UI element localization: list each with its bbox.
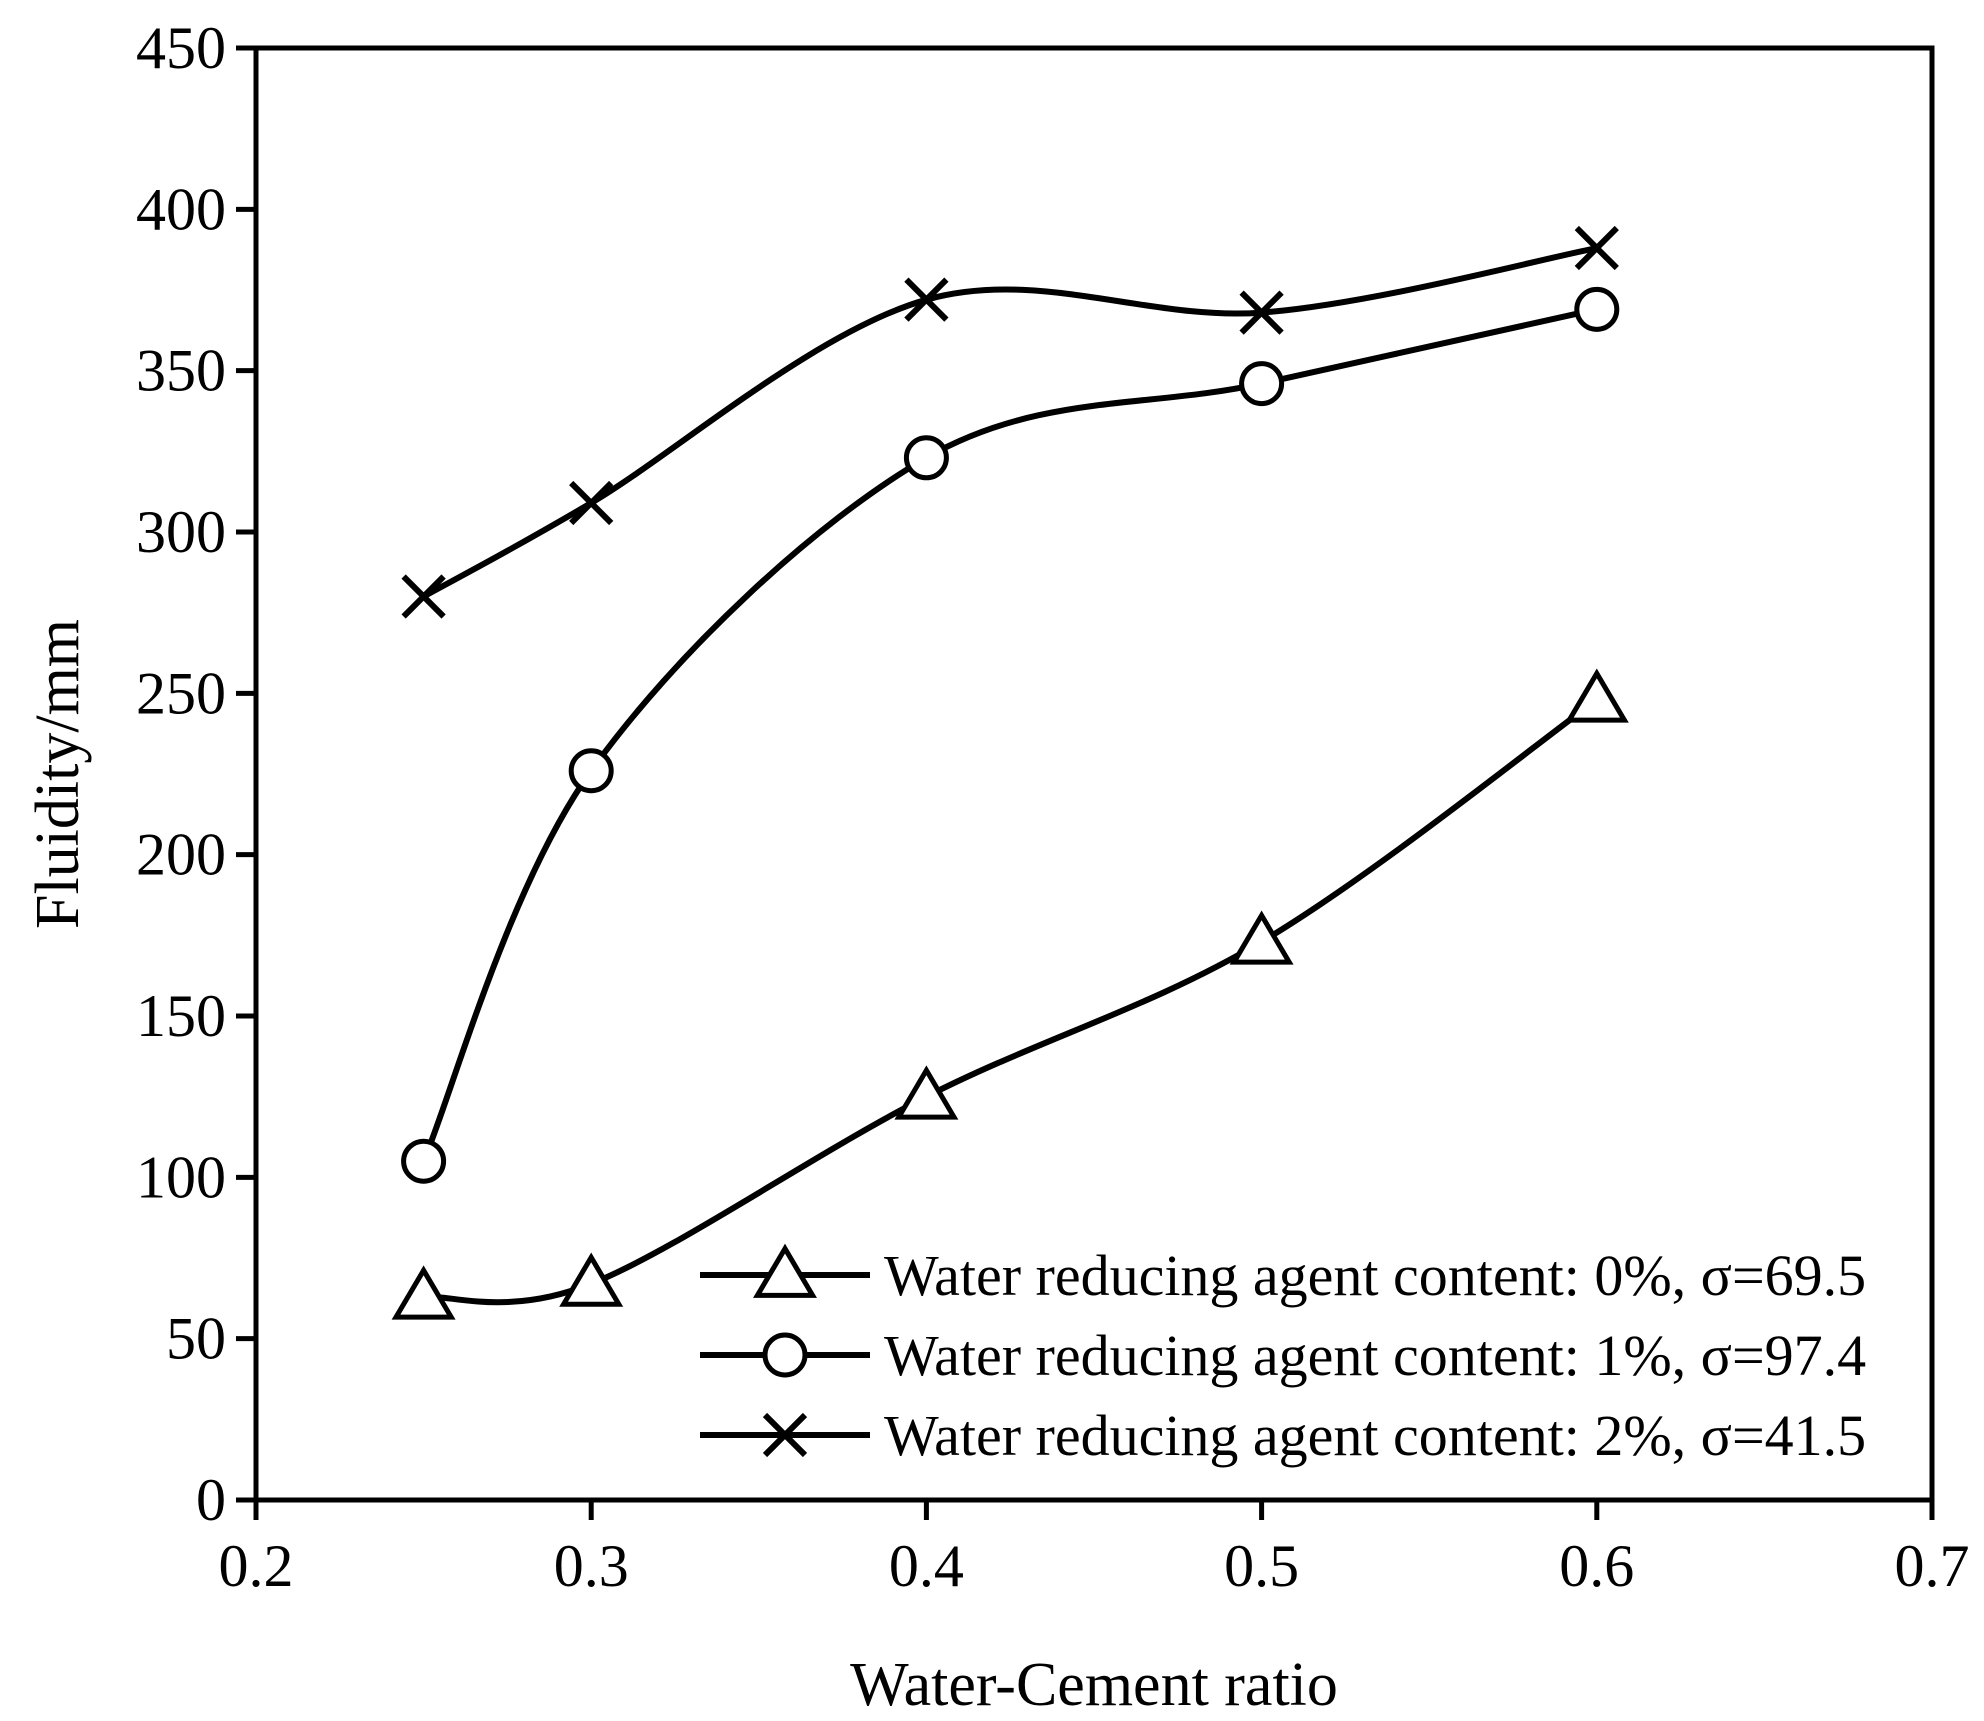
series-2-point-4 bbox=[1574, 225, 1619, 271]
legend-item-1: Water reducing agent content: 1%, σ=97.4 bbox=[700, 1323, 1866, 1388]
series-0-point-4 bbox=[1564, 668, 1629, 723]
series-0-point-1 bbox=[559, 1252, 624, 1307]
series-layer bbox=[391, 225, 1629, 1320]
series-1-point-3 bbox=[1239, 361, 1285, 407]
x-tick-label-4: 0.6 bbox=[1559, 1533, 1634, 1599]
series-2-point-2 bbox=[904, 277, 949, 322]
series-2-point-1 bbox=[569, 480, 614, 526]
x-tick-label-5: 0.7 bbox=[1895, 1533, 1970, 1599]
series-1 bbox=[401, 286, 1620, 1184]
legend-label-0: Water reducing agent content: 0%, σ=69.5 bbox=[884, 1243, 1866, 1308]
x-axis: 0.2 0.3 0.4 0.5 0.6 0.7 bbox=[219, 1500, 1970, 1599]
series-2-line bbox=[420, 245, 1600, 600]
y-tick-label-7: 350 bbox=[136, 338, 226, 404]
y-tick-label-9: 450 bbox=[136, 15, 226, 81]
series-1-line bbox=[420, 306, 1600, 1165]
series-1-point-0 bbox=[401, 1138, 447, 1184]
legend-marker-0 bbox=[753, 1243, 817, 1298]
series-0-point-0 bbox=[391, 1265, 456, 1320]
series-1-point-1 bbox=[568, 748, 614, 794]
x-tick-label-3: 0.5 bbox=[1224, 1533, 1299, 1599]
legend-item-2: Water reducing agent content: 2%, σ=41.5 bbox=[700, 1403, 1866, 1468]
y-tick-label-8: 400 bbox=[136, 176, 226, 242]
plot-frame bbox=[253, 45, 1935, 1503]
y-tick-label-3: 150 bbox=[136, 983, 226, 1049]
y-axis: 0 50 100 150 200 250 300 350 400 450 bbox=[136, 15, 256, 1533]
x-tick-label-0: 0.2 bbox=[219, 1533, 294, 1599]
legend-label-2: Water reducing agent content: 2%, σ=41.5 bbox=[884, 1403, 1866, 1468]
legend-item-0: Water reducing agent content: 0%, σ=69.5 bbox=[700, 1243, 1866, 1308]
y-tick-label-5: 250 bbox=[136, 660, 226, 726]
y-tick-label-1: 50 bbox=[166, 1306, 226, 1372]
series-2-point-3 bbox=[1239, 290, 1284, 335]
legend: Water reducing agent content: 0%, σ=69.5… bbox=[700, 1243, 1866, 1468]
y-axis-title: Fluidity/mm bbox=[24, 619, 92, 929]
series-0 bbox=[391, 668, 1629, 1320]
y-tick-label-2: 100 bbox=[136, 1144, 226, 1210]
x-tick-label-2: 0.4 bbox=[889, 1533, 964, 1599]
legend-marker-1 bbox=[762, 1332, 808, 1378]
series-2 bbox=[401, 225, 1619, 619]
y-tick-label-0: 0 bbox=[196, 1467, 226, 1533]
series-2-point-0 bbox=[401, 574, 446, 619]
series-1-point-2 bbox=[903, 435, 949, 481]
legend-label-1: Water reducing agent content: 1%, σ=97.4 bbox=[884, 1323, 1866, 1388]
series-1-point-4 bbox=[1574, 286, 1620, 332]
series-0-point-3 bbox=[1229, 910, 1294, 965]
y-tick-label-6: 300 bbox=[136, 499, 226, 565]
legend-marker-2 bbox=[762, 1412, 808, 1458]
y-tick-label-4: 200 bbox=[136, 822, 226, 888]
x-tick-label-1: 0.3 bbox=[554, 1533, 629, 1599]
series-0-point-2 bbox=[894, 1065, 959, 1120]
x-axis-title: Water-Cement ratio bbox=[850, 1651, 1338, 1719]
plot-area bbox=[253, 45, 1935, 1503]
